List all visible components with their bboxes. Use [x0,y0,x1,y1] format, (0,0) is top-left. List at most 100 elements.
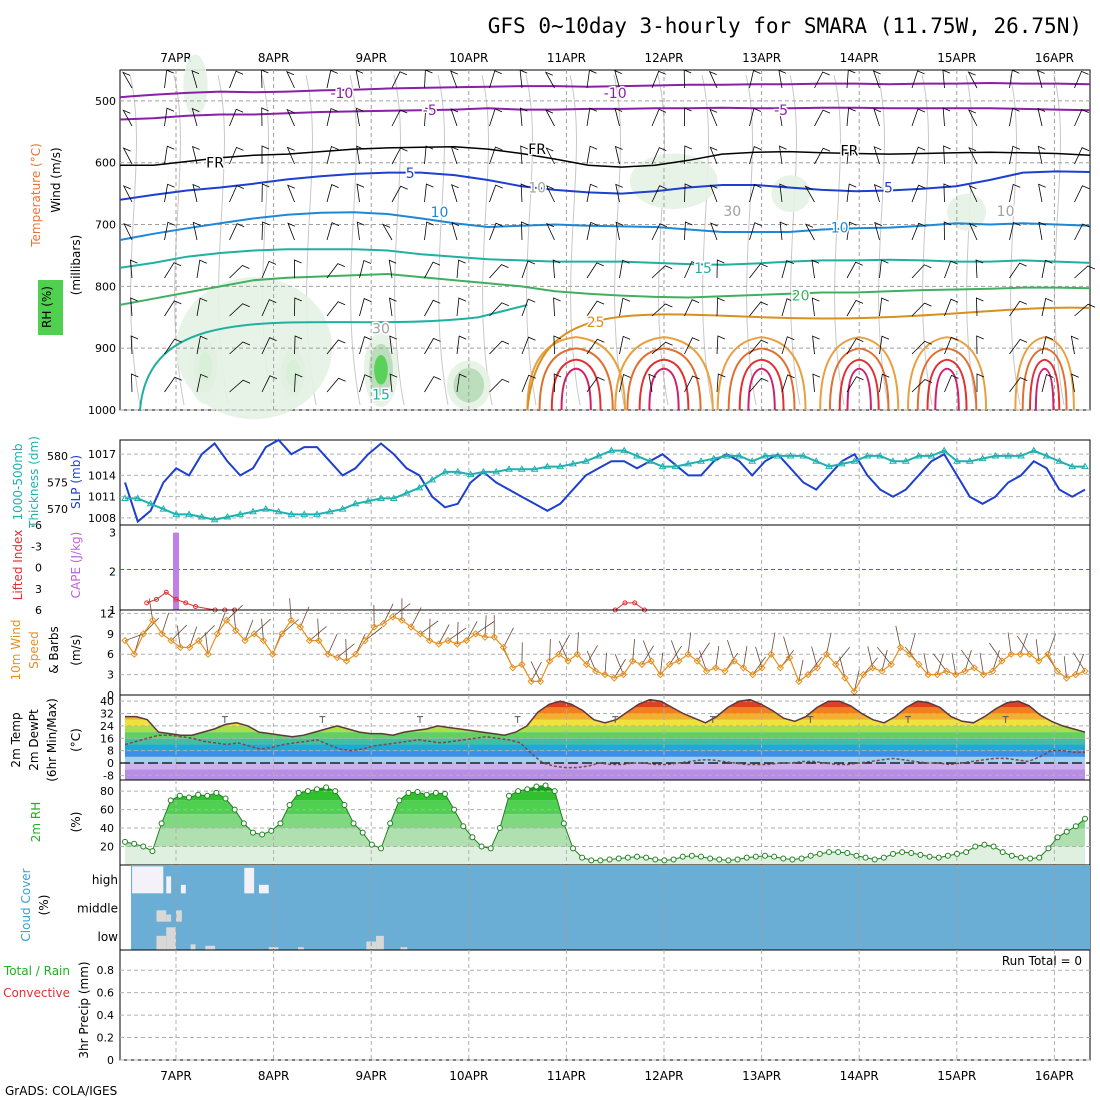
rh-point [771,853,778,860]
wind-speed-point [564,657,572,665]
wind-barb [521,336,536,355]
rh-texture-line [1009,74,1021,406]
wind-barb [286,108,295,127]
wind-barb [687,632,692,655]
wind-barb [779,145,787,165]
panel-frame [119,949,1091,1061]
wind-barb [778,107,787,127]
thickness-marker [620,446,629,454]
wind-barb [451,184,459,203]
wind-barb [294,297,302,317]
contour-label: 30 [372,321,390,337]
thickness-marker [850,457,859,464]
rh-point [140,843,147,850]
wind-barb [779,221,788,241]
warm-contour [1014,336,1075,411]
lifted-index-point [632,600,638,606]
isotherm-10 [119,211,1091,241]
lifted-index-point [144,600,150,606]
wind-barb [873,108,882,127]
rh-texture-line [833,74,845,406]
temp-band [125,769,1085,780]
date-label-bottom: 13APR [742,1069,781,1083]
rh-blob [947,193,987,231]
date-label-bottom: 9APR [355,1069,386,1083]
thickness-marker [121,494,129,501]
lifted-index-point [163,589,169,595]
date-label-bottom: 8APR [258,1069,289,1083]
wind-speed-point [167,636,175,645]
contour-label: FR [841,143,859,159]
wind-barb [944,298,959,317]
wind-speed-line [124,616,1086,693]
wind-speed-point [407,623,415,631]
rh-point [122,838,128,845]
wind-speed-point [610,674,618,682]
wind-barb [196,259,207,279]
wind-tick-label: 3 [107,669,114,682]
minmax-whisker [417,716,423,723]
thickness-marker [965,457,974,464]
wind-barb [383,603,394,624]
wind-barb [684,145,692,165]
wind-barb [553,335,562,355]
date-label-top: 7APR [160,51,191,65]
wind-speed-point [139,630,148,638]
wind-barb [967,71,978,89]
wind-speed-point [213,630,222,638]
temp-tick-label: 40 [100,695,114,708]
rh-point [469,834,476,841]
thickness-marker [697,457,705,464]
rh-band [125,814,1085,829]
wind-barb [191,107,200,127]
date-label-bottom: 10APR [449,1069,488,1083]
thickness-marker [953,457,961,464]
barbs-label: & Barbs [47,626,61,674]
rh-texture-line [657,74,669,406]
wind-barb [1070,335,1079,355]
li-tick-label: -3 [31,540,42,553]
wind-barb [261,618,264,641]
wind-barb [716,373,726,393]
temp-line [125,698,1086,738]
wind-speed-point [841,674,849,682]
wind-speed-point [130,650,138,658]
temp-band [125,756,1085,763]
wind-barb [456,373,467,393]
thickness-marker [517,465,526,472]
wind-barb [326,184,339,203]
rh-point [542,782,549,789]
rh-point [679,853,686,860]
temp-units-label: (°C) [69,728,83,752]
thickness-marker [1004,451,1013,459]
wind-speed-point [1044,650,1052,658]
wind-speed-point [712,664,720,672]
wind-speed-point [998,657,1006,665]
wind-barb [164,145,175,165]
wind-speed-point [185,643,194,652]
wind-barb [122,185,133,203]
wind-barb [586,376,605,393]
rh-point [698,853,704,860]
wind-barb [410,607,422,628]
minmax-whisker [514,716,521,723]
wind-barb [651,108,667,127]
wind-barb [770,632,776,655]
wind-barb [1007,632,1012,655]
wind-barb [749,339,769,355]
warm-contour [916,347,978,411]
wind-barb [553,373,562,393]
wind-barb [345,638,347,662]
wind-speed-point [896,643,905,652]
wind-barb [1071,373,1079,393]
cloud-row-label: low [98,930,119,944]
wind-barb [911,379,933,393]
wind-speed-point [1062,674,1071,682]
rh-point [972,843,979,850]
contour-label: 20 [792,289,810,305]
thickness-marker [377,494,385,501]
thickness-marker [325,507,334,515]
wind-speed-point [527,677,535,686]
